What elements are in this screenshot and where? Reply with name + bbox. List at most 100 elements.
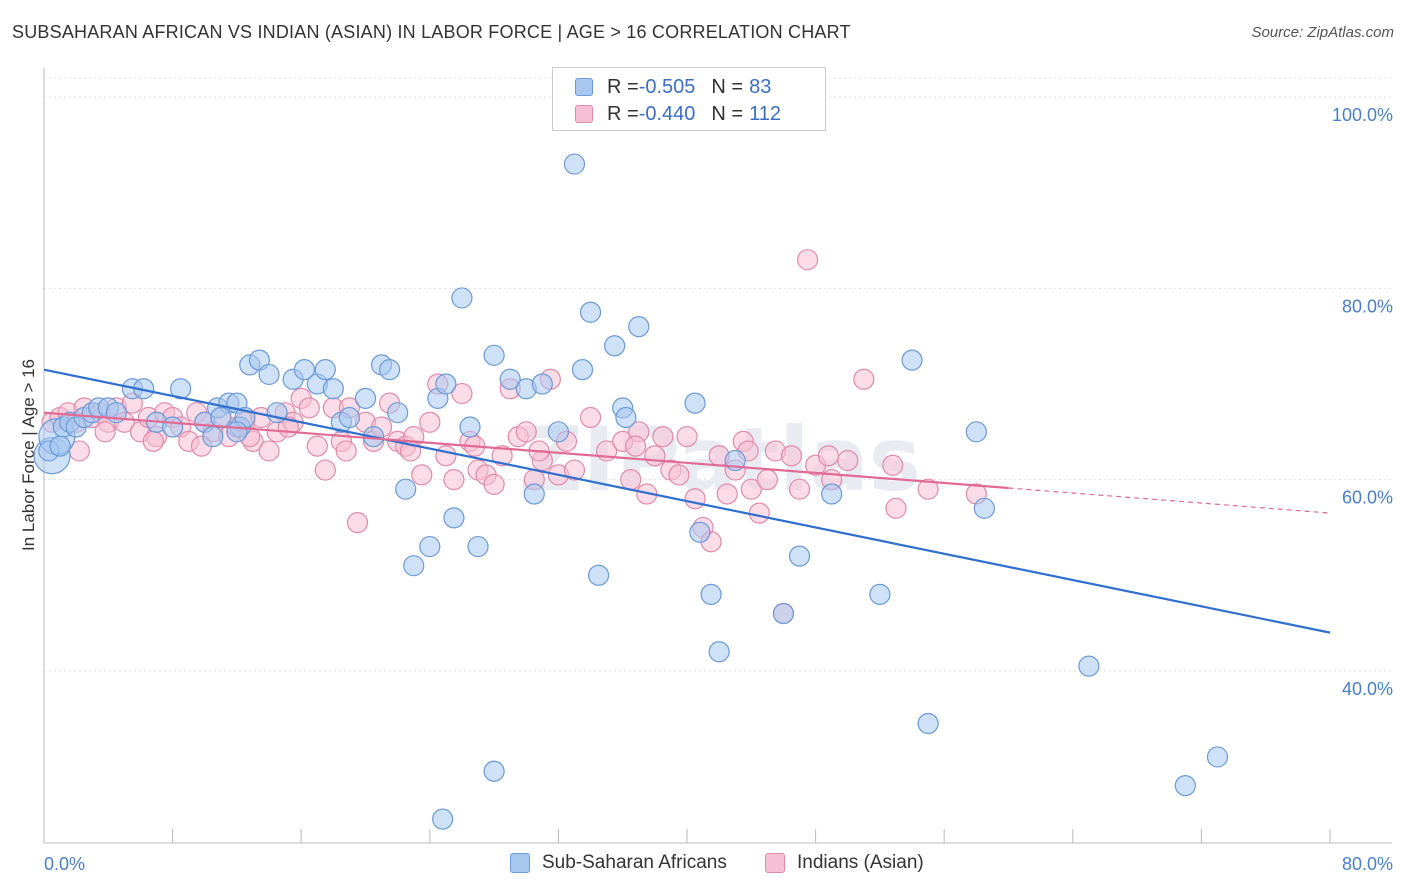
data-point bbox=[547, 421, 570, 443]
data-point bbox=[780, 445, 803, 467]
legend-label: Indians (Asian) bbox=[797, 852, 924, 873]
data-point bbox=[965, 421, 987, 443]
data-point bbox=[788, 478, 811, 500]
data-point bbox=[451, 287, 473, 309]
data-point bbox=[740, 478, 762, 500]
data-point bbox=[419, 535, 441, 558]
data-point bbox=[338, 406, 361, 429]
data-point bbox=[142, 430, 164, 452]
data-point bbox=[467, 535, 489, 558]
series-legend: Sub-Saharan Africans Indians (Asian) bbox=[0, 852, 1406, 878]
data-point bbox=[451, 382, 473, 405]
data-point bbox=[676, 425, 698, 448]
legend-n-label: N = bbox=[711, 102, 744, 125]
data-point bbox=[885, 497, 907, 519]
data-point bbox=[483, 760, 505, 782]
data-point bbox=[258, 440, 280, 462]
data-point bbox=[796, 249, 819, 271]
data-point bbox=[917, 478, 939, 500]
legend-n-value: 83 bbox=[749, 75, 772, 98]
trend-line-indians-asian bbox=[43, 411, 1009, 490]
data-point bbox=[531, 373, 553, 395]
y-axis-label: In Labor Force | Age > 16 bbox=[19, 359, 38, 551]
data-point bbox=[917, 712, 939, 735]
chart-title: SUBSAHARAN AFRICAN VS INDIAN (ASIAN) IN … bbox=[12, 22, 851, 42]
data-point bbox=[202, 425, 224, 448]
data-point bbox=[571, 359, 594, 381]
data-point bbox=[298, 397, 320, 419]
legend-swatch-pink bbox=[575, 105, 593, 123]
legend-swatch-blue bbox=[575, 78, 593, 96]
data-point bbox=[499, 368, 521, 390]
data-point bbox=[708, 641, 730, 663]
legend-row-pink: R = -0.440 N = 112 bbox=[575, 101, 781, 127]
legend-n-label: N = bbox=[711, 75, 744, 98]
data-point bbox=[515, 421, 537, 443]
data-point bbox=[335, 440, 357, 462]
trend-line-sub-saharan-africans bbox=[43, 368, 1331, 634]
data-point bbox=[684, 488, 706, 510]
data-point bbox=[1078, 655, 1100, 677]
data-point bbox=[837, 449, 859, 472]
data-point bbox=[563, 459, 586, 481]
data-point bbox=[748, 502, 770, 524]
data-point bbox=[689, 521, 711, 543]
tick-labels: 40.0% 60.0% 80.0% 100.0% 0.0% 80.0% bbox=[44, 105, 1393, 874]
data-point bbox=[94, 421, 116, 443]
y-tick-label: 100.0% bbox=[1332, 105, 1393, 125]
legend-r-label: R = bbox=[607, 102, 639, 125]
x-tick-label: 0.0% bbox=[44, 854, 85, 874]
data-point bbox=[788, 545, 811, 567]
data-point bbox=[435, 445, 457, 467]
legend-n-value: 112 bbox=[749, 102, 781, 125]
data-point bbox=[170, 378, 192, 400]
data-point bbox=[306, 435, 328, 457]
y-tick-label: 80.0% bbox=[1342, 296, 1393, 316]
data-point bbox=[853, 368, 875, 390]
data-point bbox=[379, 359, 401, 381]
data-point bbox=[226, 421, 248, 443]
legend-r-label: R = bbox=[607, 75, 639, 98]
data-point bbox=[1174, 775, 1196, 797]
data-point bbox=[821, 483, 843, 505]
legend-item-sub-saharan-africans: Sub-Saharan Africans bbox=[510, 852, 727, 874]
data-point bbox=[587, 564, 610, 586]
data-point bbox=[459, 416, 481, 438]
data-point bbox=[162, 416, 184, 438]
correlation-legend: R = -0.505 N = 83 R = -0.440 N = 112 bbox=[552, 67, 826, 131]
data-point bbox=[293, 359, 316, 381]
data-point bbox=[483, 344, 505, 366]
legend-swatch-pink bbox=[765, 853, 785, 873]
data-point bbox=[419, 411, 441, 433]
data-point bbox=[443, 469, 465, 491]
data-point bbox=[716, 483, 738, 505]
legend-label: Sub-Saharan Africans bbox=[542, 852, 727, 873]
data-point bbox=[403, 555, 425, 577]
trend-lines bbox=[43, 368, 1331, 634]
data-point bbox=[604, 335, 626, 357]
data-point bbox=[700, 583, 722, 605]
data-point bbox=[322, 378, 344, 400]
data-point bbox=[1206, 746, 1229, 768]
data-point bbox=[973, 497, 995, 519]
data-point bbox=[579, 406, 602, 429]
data-point bbox=[49, 435, 71, 457]
data-point bbox=[684, 392, 706, 414]
trend-line-indians-asian-extension bbox=[1008, 487, 1331, 514]
data-point bbox=[901, 349, 923, 371]
data-point bbox=[395, 478, 417, 500]
data-point bbox=[817, 445, 840, 467]
data-point bbox=[258, 363, 280, 386]
data-point bbox=[772, 602, 795, 625]
data-point bbox=[644, 445, 666, 467]
data-point bbox=[411, 464, 433, 486]
data-point bbox=[620, 469, 642, 491]
legend-r-value: -0.505 bbox=[638, 75, 696, 98]
source-label: Source: ZipAtlas.com bbox=[1251, 24, 1394, 41]
data-point bbox=[432, 808, 454, 830]
data-point bbox=[491, 445, 513, 467]
data-point bbox=[314, 459, 336, 481]
y-tick-label: 60.0% bbox=[1342, 488, 1393, 508]
data-point bbox=[615, 406, 637, 429]
data-point bbox=[435, 373, 457, 395]
